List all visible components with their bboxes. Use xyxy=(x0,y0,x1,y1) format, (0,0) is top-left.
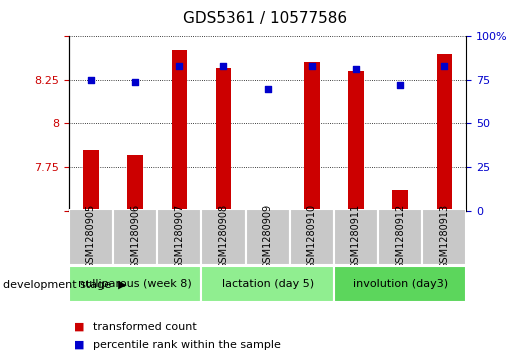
Text: GSM1280908: GSM1280908 xyxy=(218,204,228,269)
Text: nulliparous (week 8): nulliparous (week 8) xyxy=(78,279,192,289)
Text: GSM1280906: GSM1280906 xyxy=(130,204,140,269)
Text: ■: ■ xyxy=(74,322,85,332)
Text: transformed count: transformed count xyxy=(93,322,197,332)
Bar xyxy=(157,209,201,265)
Text: GSM1280912: GSM1280912 xyxy=(395,204,405,269)
Point xyxy=(396,82,404,88)
Text: GSM1280909: GSM1280909 xyxy=(263,204,272,269)
Point xyxy=(352,66,360,72)
Bar xyxy=(392,189,408,211)
Text: lactation (day 5): lactation (day 5) xyxy=(222,279,314,289)
Text: percentile rank within the sample: percentile rank within the sample xyxy=(93,340,280,350)
Text: involution (day3): involution (day3) xyxy=(352,279,448,289)
Text: GSM1280905: GSM1280905 xyxy=(86,204,96,269)
Bar xyxy=(69,266,201,302)
Bar xyxy=(304,62,320,211)
Bar xyxy=(334,266,466,302)
Bar xyxy=(437,54,452,211)
Bar xyxy=(334,209,378,265)
Text: development stage  ▶: development stage ▶ xyxy=(3,280,126,290)
Bar xyxy=(422,209,466,265)
Text: GSM1280910: GSM1280910 xyxy=(307,204,317,269)
Point xyxy=(307,63,316,69)
Text: GSM1280913: GSM1280913 xyxy=(439,204,449,269)
Bar xyxy=(172,50,187,211)
Bar xyxy=(69,209,113,265)
Point xyxy=(87,77,95,83)
Bar xyxy=(378,209,422,265)
Bar xyxy=(127,155,143,211)
Text: GDS5361 / 10577586: GDS5361 / 10577586 xyxy=(183,11,347,26)
Point xyxy=(219,63,228,69)
Bar xyxy=(348,71,364,211)
Bar xyxy=(201,266,334,302)
Text: ■: ■ xyxy=(74,340,85,350)
Bar xyxy=(113,209,157,265)
Bar xyxy=(260,209,276,211)
Bar xyxy=(216,68,231,211)
Text: GSM1280911: GSM1280911 xyxy=(351,204,361,269)
Point xyxy=(440,63,448,69)
Point xyxy=(131,79,139,85)
Point xyxy=(263,86,272,91)
Bar xyxy=(201,209,245,265)
Bar xyxy=(290,209,334,265)
Bar xyxy=(245,209,290,265)
Bar xyxy=(83,150,99,211)
Point xyxy=(175,63,183,69)
Text: GSM1280907: GSM1280907 xyxy=(174,204,184,269)
